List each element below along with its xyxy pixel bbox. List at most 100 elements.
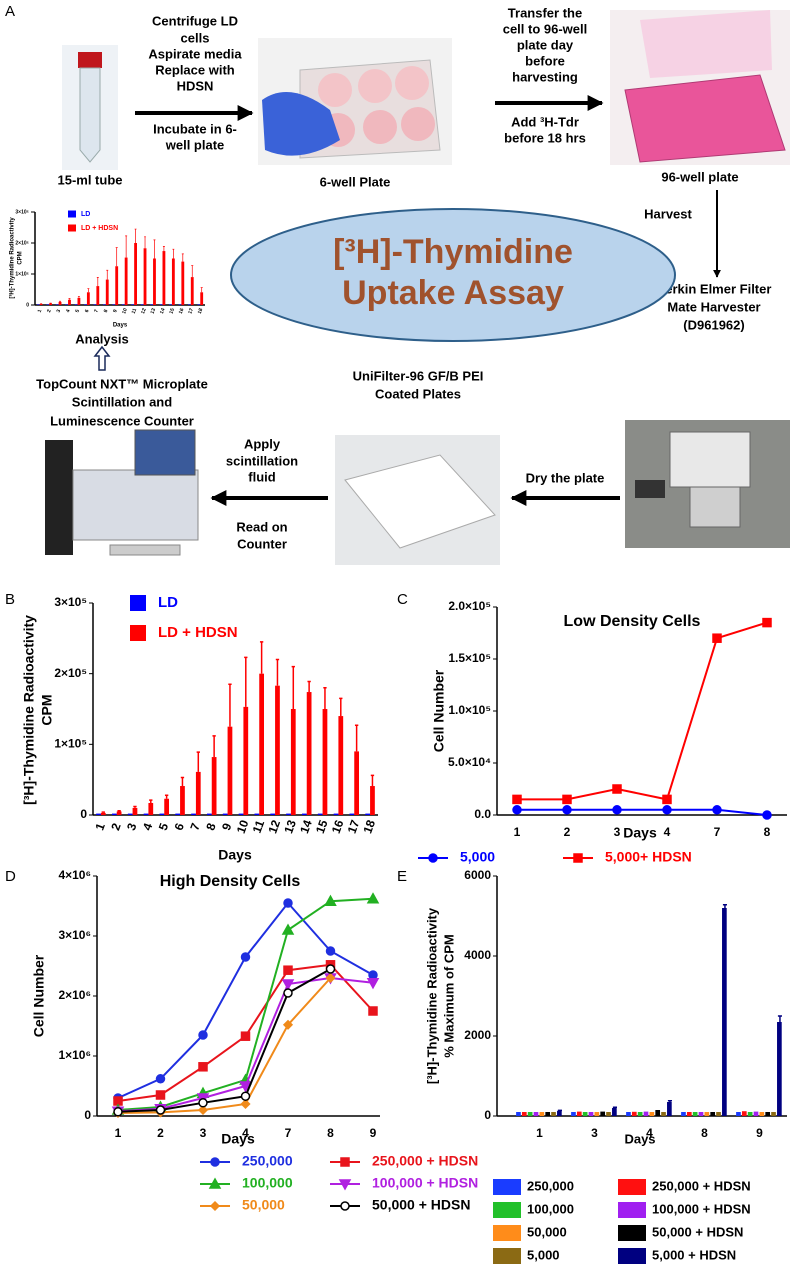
- bar: [349, 813, 355, 815]
- panel-label: B: [5, 591, 15, 608]
- bar: [195, 771, 201, 815]
- x-tick-label: 9: [756, 1126, 763, 1140]
- error-bar: [125, 235, 128, 258]
- bar: [594, 1112, 600, 1116]
- legend-label: LD: [158, 594, 178, 611]
- x-tick-label: 14: [297, 818, 315, 836]
- harvester-label: Perkin Elmer Filter: [657, 281, 772, 296]
- y-tick-label: 0: [84, 1108, 91, 1122]
- bar: [115, 266, 119, 305]
- y-tick-label: 4×10⁶: [58, 868, 91, 882]
- title-ellipse: [230, 208, 676, 342]
- bar: [306, 692, 312, 815]
- x-tick-label: 1: [115, 1126, 122, 1140]
- bar: [171, 258, 175, 305]
- bar: [643, 1111, 649, 1116]
- marker: [325, 964, 336, 974]
- bar: [551, 1112, 556, 1116]
- counter-label: TopCount NXT™ Microplate: [36, 376, 208, 391]
- bar: [317, 813, 323, 815]
- x-tick-label: 12: [265, 818, 283, 836]
- legend-swatch: [618, 1202, 646, 1218]
- bar: [134, 243, 137, 305]
- error-bar: [291, 665, 295, 709]
- y-axis-label: CPM: [18, 251, 24, 264]
- marker: [281, 923, 295, 935]
- step-text: before: [525, 53, 565, 68]
- y-tick-label: 2.0×10⁵: [448, 599, 491, 613]
- error-bar: [228, 683, 232, 727]
- legend-label: 250,000: [242, 1153, 293, 1169]
- step-text: Apply: [244, 436, 281, 451]
- x-tick-label: 11: [131, 307, 139, 314]
- x-axis-label: Days: [221, 1131, 255, 1147]
- marker: [113, 1107, 123, 1117]
- legend-swatch: [618, 1179, 646, 1195]
- legend-swatch: [68, 224, 76, 232]
- bar: [222, 813, 228, 815]
- step-text: plate day: [517, 37, 574, 52]
- bar: [124, 257, 128, 305]
- bar: [100, 812, 106, 815]
- bar: [180, 786, 185, 815]
- counter-label: Scintillation and: [72, 394, 172, 409]
- x-tick-label: 8: [203, 821, 219, 832]
- bar: [58, 301, 62, 305]
- error-bar: [144, 236, 147, 249]
- x-tick-label: 4: [646, 1126, 653, 1140]
- x-tick-label: 3: [614, 825, 621, 839]
- legend-label: 5,000: [460, 849, 495, 865]
- error-bar: [106, 269, 109, 280]
- y-tick-label: 1.0×10⁵: [448, 703, 491, 717]
- error-bar: [339, 697, 343, 717]
- harvester-label: (D961962): [683, 317, 744, 332]
- error-bar: [354, 724, 359, 752]
- error-bar: [777, 1015, 782, 1022]
- bar: [722, 908, 727, 1116]
- legend-swatch: [493, 1202, 521, 1218]
- x-tick-label: 8: [764, 825, 771, 839]
- x-tick-label: 2: [564, 825, 571, 839]
- bar: [65, 304, 69, 305]
- bar: [197, 304, 201, 305]
- x-tick-label: 4: [65, 309, 72, 314]
- error-bar: [77, 295, 80, 298]
- x-tick-label: 4: [140, 821, 156, 832]
- legend-label: 5,000 + HDSN: [652, 1247, 736, 1262]
- error-bar: [191, 265, 194, 278]
- bar: [143, 248, 147, 305]
- error-bar: [172, 248, 175, 259]
- marker: [210, 1157, 220, 1167]
- bar: [571, 1112, 576, 1116]
- legend-label: 5,000+ HDSN: [605, 849, 692, 865]
- x-tick-label: 8: [103, 309, 110, 314]
- x-tick-label: 7: [187, 821, 203, 832]
- step-text: Aspirate media: [148, 46, 242, 61]
- y-tick-label: 3×10⁵: [15, 209, 29, 215]
- bar: [539, 1112, 545, 1116]
- step-text: Incubate in 6-: [153, 121, 237, 136]
- series-line: [517, 621, 768, 801]
- step-text: cells: [181, 30, 210, 45]
- tube-image: [62, 45, 118, 170]
- marker: [155, 1105, 166, 1115]
- marker: [209, 1200, 221, 1212]
- bar: [148, 802, 154, 815]
- error-bar: [180, 776, 185, 787]
- x-tick-label: 6: [172, 821, 188, 832]
- bar: [333, 813, 339, 815]
- x-tick-label: 13: [150, 307, 158, 314]
- y-tick-label: 4000: [464, 948, 491, 962]
- marker: [573, 853, 583, 863]
- marker: [366, 892, 380, 904]
- y-tick-label: 0: [80, 807, 87, 821]
- bar: [649, 1112, 655, 1116]
- bar: [132, 807, 138, 815]
- legend-label: LD + HDSN: [81, 225, 118, 232]
- x-tick-label: 7: [714, 825, 721, 839]
- bar: [290, 709, 296, 815]
- assay-title: Uptake Assay: [342, 274, 564, 312]
- x-tick-label: 13: [281, 818, 299, 836]
- x-tick-label: 1: [92, 821, 108, 832]
